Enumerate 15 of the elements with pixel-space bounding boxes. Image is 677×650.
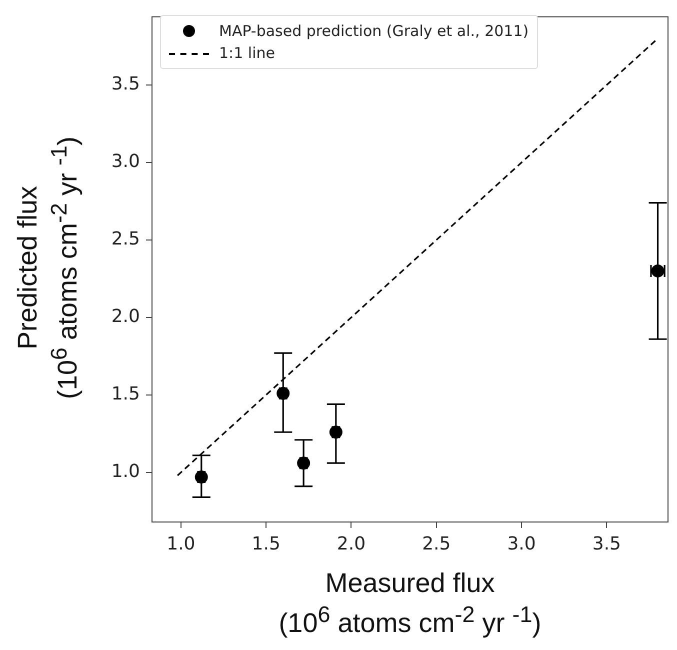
y-tick-label: 1.5 [111, 384, 140, 405]
x-tick-label: 2.0 [336, 533, 366, 554]
legend-label: MAP-based prediction (Graly et al., 2011) [219, 22, 529, 40]
x-tick-label: 1.5 [252, 533, 280, 554]
x-tick-label: 2.5 [422, 533, 451, 554]
y-tick-label: 3.5 [111, 74, 140, 95]
x-axis-title: Measured flux (10$^{6}$ atoms cm$^{-2}$ yr $^{-1}$) [278, 567, 542, 640]
y-tick-label: 2.0 [111, 306, 140, 328]
legend-label: 1:1 line [219, 44, 275, 62]
y-tick-label: 3.0 [111, 151, 140, 172]
x-tick-label: 3.5 [592, 533, 622, 554]
y-tick-label: 2.5 [111, 228, 140, 250]
y-tick-label: 1.0 [111, 461, 140, 482]
x-tick-label: 1.0 [166, 533, 196, 554]
x-tick-label: 3.0 [507, 533, 536, 554]
